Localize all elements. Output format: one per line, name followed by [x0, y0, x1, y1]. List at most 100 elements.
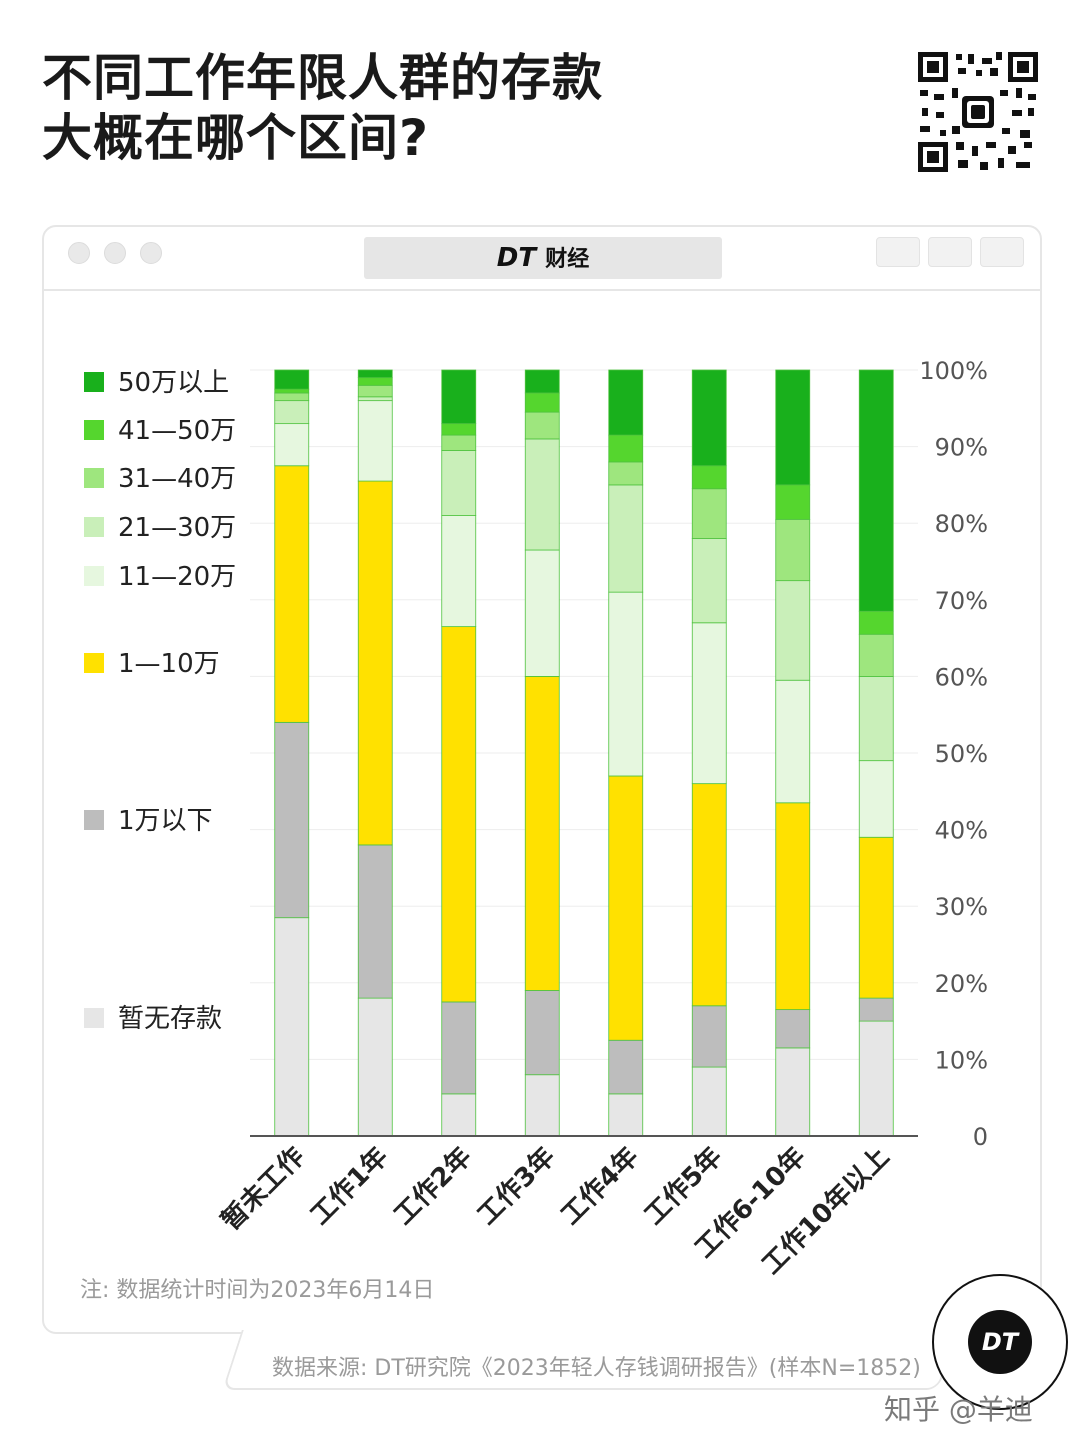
note: 注: 数据统计时间为2023年6月14日	[80, 1278, 435, 1303]
bar-segment	[858, 997, 894, 1022]
copy-icon	[980, 237, 1024, 267]
y-tick-label: 0	[973, 1123, 988, 1151]
bar-segment	[608, 434, 644, 463]
bar-segment	[775, 679, 811, 804]
x-tick-label: 工作2年	[388, 1141, 478, 1231]
x-tick-label: 工作3年	[471, 1141, 561, 1231]
bar-segment	[775, 1047, 811, 1137]
bar-segment	[441, 515, 477, 628]
bar-segment	[691, 369, 727, 467]
bar-segment	[775, 580, 811, 681]
bar-segment	[524, 990, 560, 1076]
y-tick-label: 20%	[935, 970, 988, 998]
bar-segment	[858, 1020, 894, 1137]
y-tick-label: 40%	[935, 817, 988, 845]
page-title: 不同工作年限人群的存款 大概在哪个区间?	[42, 48, 603, 168]
y-tick-label: 50%	[935, 740, 988, 768]
legend-label: 暂无存款	[118, 1004, 223, 1034]
legend-swatch	[84, 809, 104, 830]
legend-label: 41—50万	[118, 416, 237, 446]
y-tick-label: 70%	[935, 587, 988, 615]
y-tick-label: 60%	[935, 663, 988, 691]
y-tick-label: 30%	[935, 893, 988, 921]
bar-segment	[274, 917, 310, 1137]
bar-segment	[858, 633, 894, 677]
legend-swatch	[84, 652, 104, 673]
bar-segment	[691, 622, 727, 785]
bar-segment	[357, 844, 393, 999]
record-icon	[876, 237, 920, 267]
bar-segment	[441, 626, 477, 1003]
maximize-icon	[140, 242, 162, 264]
brand-name: 财经	[545, 247, 590, 272]
legend-label: 11—20万	[118, 562, 237, 592]
bar-segment	[274, 721, 310, 919]
legend-label: 50万以上	[118, 368, 230, 398]
title-line-1: 不同工作年限人群的存款	[42, 49, 603, 107]
bar-segment	[524, 411, 560, 440]
legend-label: 1万以下	[118, 806, 213, 836]
legend-item: 31—40万	[84, 464, 236, 494]
y-tick-label: 100%	[919, 357, 988, 385]
bar-segment	[357, 369, 393, 379]
share-icon	[928, 237, 972, 267]
y-tick-label: 80%	[935, 510, 988, 538]
bar-segment	[858, 369, 894, 612]
bar-segment	[858, 836, 894, 999]
x-tick-label: 工作4年	[555, 1141, 645, 1231]
bar-segment	[274, 423, 310, 467]
bar-segment	[441, 369, 477, 425]
bar-segment	[274, 392, 310, 402]
bar-segment	[775, 802, 811, 1011]
bar-segment	[274, 465, 310, 723]
bar-segment	[357, 377, 393, 386]
legend-item: 21—30万	[84, 513, 236, 543]
bar-segment	[441, 450, 477, 516]
legend-swatch	[84, 371, 104, 392]
legend-label: 31—40万	[118, 464, 237, 494]
bar-segment	[274, 369, 310, 390]
bar-segment	[441, 1001, 477, 1095]
legend-item: 暂无存款	[84, 1004, 222, 1034]
bar-segment	[357, 396, 393, 402]
legend-swatch	[84, 419, 104, 440]
bar-segment	[441, 434, 477, 451]
bar-segment	[691, 465, 727, 490]
bar-segment	[357, 997, 393, 1137]
bar-segment	[775, 369, 811, 486]
bar-segment	[691, 1005, 727, 1068]
legend-item: 11—20万	[84, 562, 236, 592]
minimize-icon	[104, 242, 126, 264]
bar-segment	[608, 484, 644, 593]
bar-segment	[608, 1093, 644, 1137]
legend-swatch	[84, 1007, 104, 1028]
bar-segment	[441, 1093, 477, 1137]
legend-item: 1万以下	[84, 806, 213, 836]
bar-segment	[524, 1074, 560, 1137]
close-icon	[68, 242, 90, 264]
watermark-label: 知乎 @羊迪	[884, 1393, 1033, 1426]
bar-segment	[608, 591, 644, 777]
legend-swatch	[84, 565, 104, 586]
legend-item: 1—10万	[84, 649, 220, 679]
bar-segment	[608, 775, 644, 1041]
bar-segment	[858, 610, 894, 635]
legend-label: 1—10万	[118, 649, 220, 679]
x-tick-label: 暂未工作	[215, 1141, 310, 1236]
legend-label: 21—30万	[118, 513, 237, 543]
bar-segment	[357, 400, 393, 482]
legend-swatch	[84, 516, 104, 537]
bar-segment	[775, 1009, 811, 1049]
bar-segment	[274, 388, 310, 394]
legend-item: 50万以上	[84, 368, 229, 398]
bar-segment	[357, 480, 393, 846]
bar-segment	[357, 384, 393, 398]
bar-segment	[524, 549, 560, 677]
bar-segment	[691, 1066, 727, 1137]
bar-segment	[524, 438, 560, 551]
x-tick-label: 工作1年	[304, 1141, 394, 1231]
legend-item: 41—50万	[84, 416, 236, 446]
bar-segment	[524, 369, 560, 394]
window-titlebar: DT 财经	[44, 227, 1040, 291]
